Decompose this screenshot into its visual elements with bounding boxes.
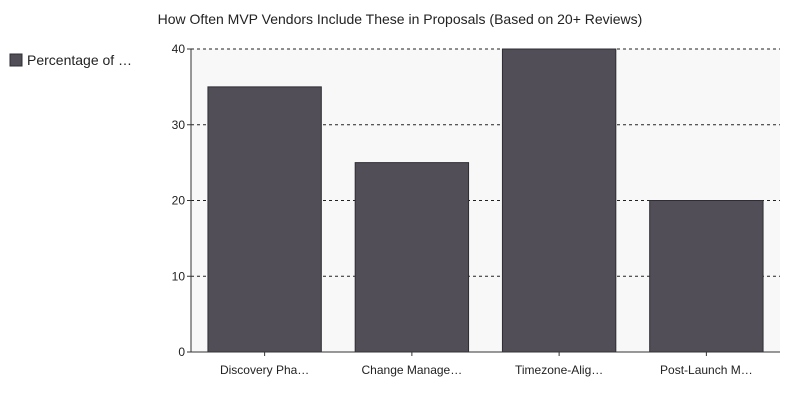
y-tick-label: 10	[172, 269, 186, 283]
legend-label: Percentage of …	[27, 52, 132, 68]
y-tick-label: 30	[172, 118, 186, 132]
x-tick-label: Discovery Pha…	[220, 363, 309, 377]
bar[interactable]	[501, 48, 617, 353]
chart-title: How Often MVP Vendors Include These in P…	[158, 11, 643, 27]
y-tick-label: 40	[172, 42, 186, 56]
y-tick-label: 0	[178, 345, 185, 359]
bar[interactable]	[649, 200, 764, 353]
bar[interactable]	[354, 162, 470, 353]
legend-swatch	[9, 53, 23, 67]
x-tick-label: Change Manage…	[362, 363, 463, 377]
bar[interactable]	[207, 86, 322, 353]
y-tick-label: 20	[172, 194, 186, 208]
x-tick-label: Timezone-Alig…	[515, 363, 603, 377]
y-axis-ticks: 0 10 20 30 40	[172, 42, 191, 359]
x-axis-ticks: Discovery Pha… Change Manage… Timezone-Ali…	[220, 352, 753, 377]
x-tick-label: Post-Launch M…	[660, 363, 753, 377]
legend: Percentage of …	[9, 52, 132, 68]
